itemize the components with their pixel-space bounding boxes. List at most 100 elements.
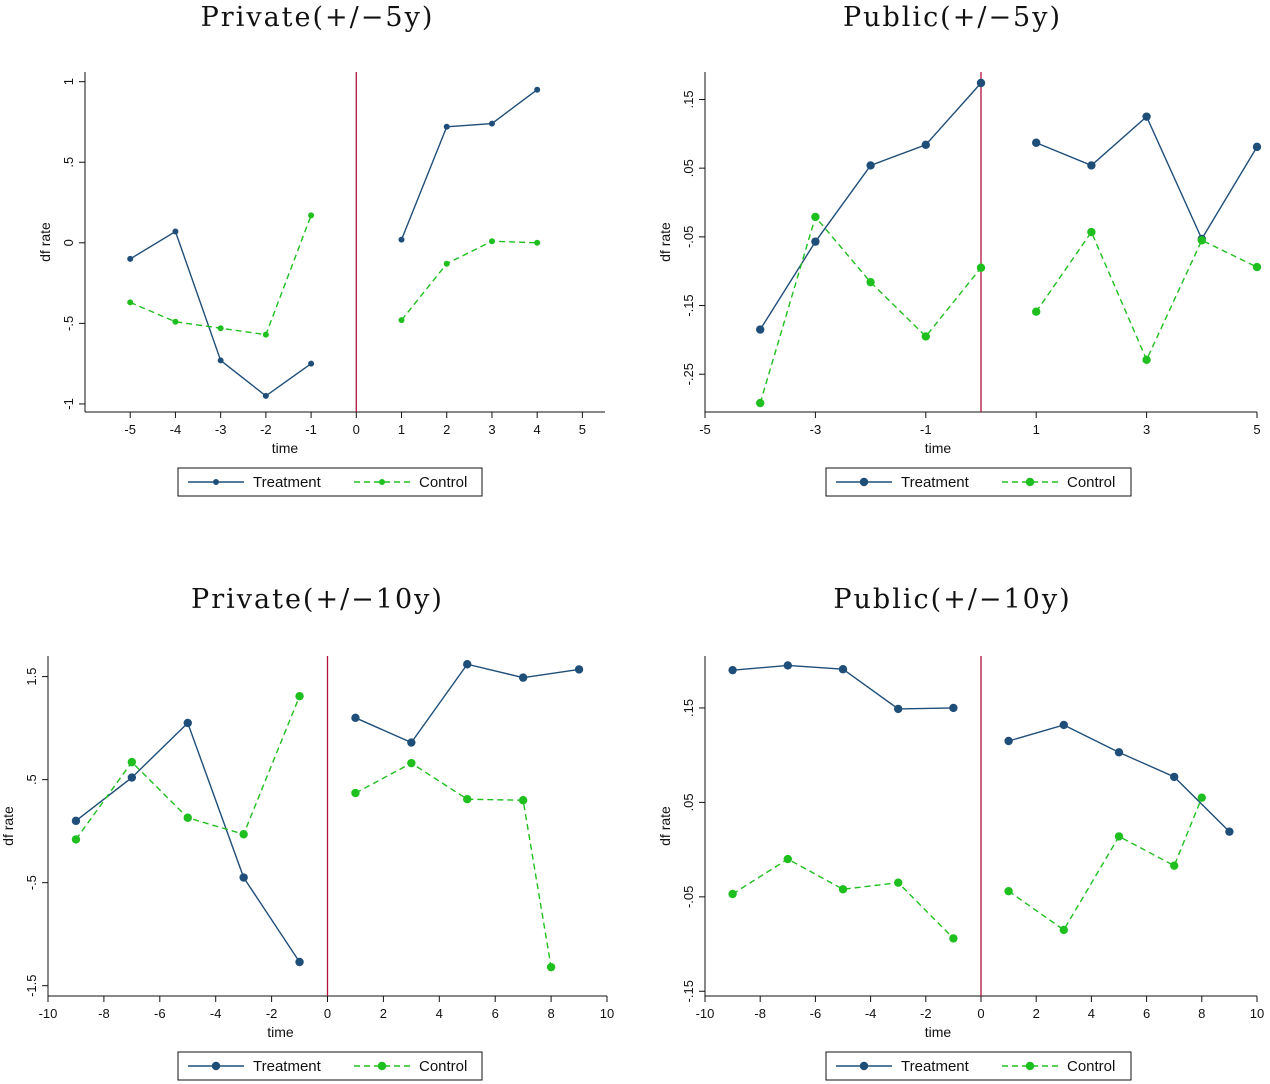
data-point-treatment (127, 255, 134, 262)
x-tick-label: -3 (215, 422, 227, 437)
data-point-control (295, 691, 304, 701)
data-point-treatment (921, 140, 930, 150)
chart-title: Public(+/−10y) (833, 584, 1072, 615)
data-point-control (407, 758, 416, 768)
x-tick-label: -2 (260, 422, 272, 437)
data-point-treatment (1004, 736, 1013, 746)
y-tick-label: 0 (61, 239, 76, 246)
legend: Treatment Control (177, 1051, 483, 1081)
x-tick-label: 6 (492, 1006, 499, 1021)
data-point-control (351, 788, 360, 798)
data-point-treatment (488, 120, 495, 127)
chart-public-10y: Public(+/−10y) -10 -8 -6 -4 -2 0 2 4 6 8 10 -.15 -.0… (635, 560, 1270, 1084)
x-axis-label: time (925, 440, 952, 456)
data-point-control (183, 813, 192, 822)
y-tick-label: -1.5 (24, 974, 39, 996)
y-tick-label: .05 (681, 159, 696, 177)
data-point-control (894, 878, 903, 887)
y-tick-label: -.25 (681, 363, 696, 385)
y-axis-label: df rate (657, 222, 673, 262)
x-axis-label: time (267, 1024, 294, 1040)
data-point-control (728, 889, 737, 899)
data-point-treatment (949, 703, 958, 713)
plot-svg: -5 -4 -3 -2 -1 0 1 2 3 4 5 -1 -.5 0 .5 1 time df rate Trea… (37, 72, 605, 497)
data-point-control (1197, 236, 1206, 245)
chart-private-5y: Private(+/−5y) -5 -4 -3 -2 -1 0 1 2 3 4 5 -1 -.5 0 .5 1… (0, 0, 635, 520)
series-line-treatment (129, 230, 312, 397)
data-point-control (443, 260, 450, 267)
x-tick-label: 0 (353, 422, 360, 437)
data-point-control (756, 398, 765, 408)
data-point-control (1252, 262, 1262, 272)
data-point-treatment (866, 161, 875, 170)
legend-label-control: Control (419, 1058, 467, 1075)
x-axis-label: time (925, 1024, 952, 1040)
data-point-treatment (1059, 720, 1068, 730)
data-point-treatment (398, 236, 405, 243)
data-point-control (866, 277, 875, 287)
y-axis-label: df rate (657, 806, 673, 846)
data-point-treatment (351, 713, 360, 723)
data-point-control (1032, 307, 1041, 316)
data-point-control (783, 854, 792, 864)
data-point-control (463, 795, 472, 804)
plot-svg: -5 -3 -1 1 3 5 -.25 -.15 -.05 .05 .15 time df rate Tr… (657, 72, 1262, 497)
x-tick-label: 10 (1250, 1006, 1264, 1021)
data-point-control (1059, 925, 1068, 935)
x-tick-label: 8 (547, 1006, 554, 1021)
data-point-control (518, 796, 528, 805)
data-point-treatment (183, 718, 192, 728)
data-point-treatment (407, 738, 416, 747)
legend-label-treatment: Treatment (253, 474, 322, 491)
data-point-treatment (811, 237, 820, 246)
plot-svg: -10 -8 -6 -4 -2 0 2 4 6 8 10 -.15 -.05 .05 .15 time df r… (657, 656, 1264, 1081)
x-tick-label: 5 (1253, 422, 1260, 437)
data-point-control (1142, 355, 1151, 364)
data-point-control (534, 239, 541, 246)
y-tick-label: -1 (61, 398, 76, 410)
data-point-treatment (308, 360, 315, 367)
legend-marker-treatment (859, 1061, 869, 1071)
x-tick-label: 4 (534, 422, 541, 437)
data-point-control (1170, 861, 1179, 870)
data-point-treatment (756, 325, 765, 334)
data-point-control (921, 332, 930, 341)
x-tick-label: 2 (380, 1006, 387, 1021)
legend-label-treatment: Treatment (901, 1058, 970, 1075)
x-tick-label: 1 (398, 422, 405, 437)
data-point-treatment (262, 392, 269, 399)
legend: Treatment Control (177, 467, 483, 497)
x-tick-label: -3 (810, 422, 822, 437)
data-point-treatment (838, 665, 848, 674)
data-point-control (127, 299, 134, 306)
data-point-control (217, 325, 224, 332)
data-point-control (838, 885, 848, 894)
legend-label-control: Control (1067, 474, 1115, 491)
x-tick-label: -6 (810, 1006, 822, 1021)
legend-marker-control (1025, 1061, 1035, 1071)
legend-label-control: Control (1067, 1058, 1115, 1075)
series-line-control (400, 240, 538, 321)
y-tick-label: 1 (61, 78, 76, 85)
series-line-treatment (355, 663, 580, 744)
x-tick-label: -1 (920, 422, 932, 437)
data-point-control (488, 238, 495, 245)
legend-marker-treatment (211, 1061, 221, 1071)
chart-title: Private(+/−10y) (191, 584, 444, 615)
data-point-treatment (894, 704, 903, 714)
y-axis-label: df rate (0, 806, 16, 846)
data-point-treatment (1225, 827, 1234, 836)
data-point-treatment (443, 123, 450, 130)
y-tick-label: -.15 (681, 294, 696, 316)
y-axis-label: df rate (37, 222, 53, 262)
x-tick-label: -1 (305, 422, 317, 437)
x-tick-label: 4 (1088, 1006, 1095, 1021)
data-point-treatment (976, 78, 986, 88)
data-point-treatment (172, 228, 179, 235)
y-tick-label: .05 (681, 793, 696, 811)
x-tick-label: 1 (1033, 422, 1040, 437)
data-point-treatment (783, 661, 792, 670)
y-tick-label: -.5 (61, 316, 76, 331)
x-tick-label: 0 (324, 1006, 331, 1021)
y-tick-label: -.05 (681, 886, 696, 908)
